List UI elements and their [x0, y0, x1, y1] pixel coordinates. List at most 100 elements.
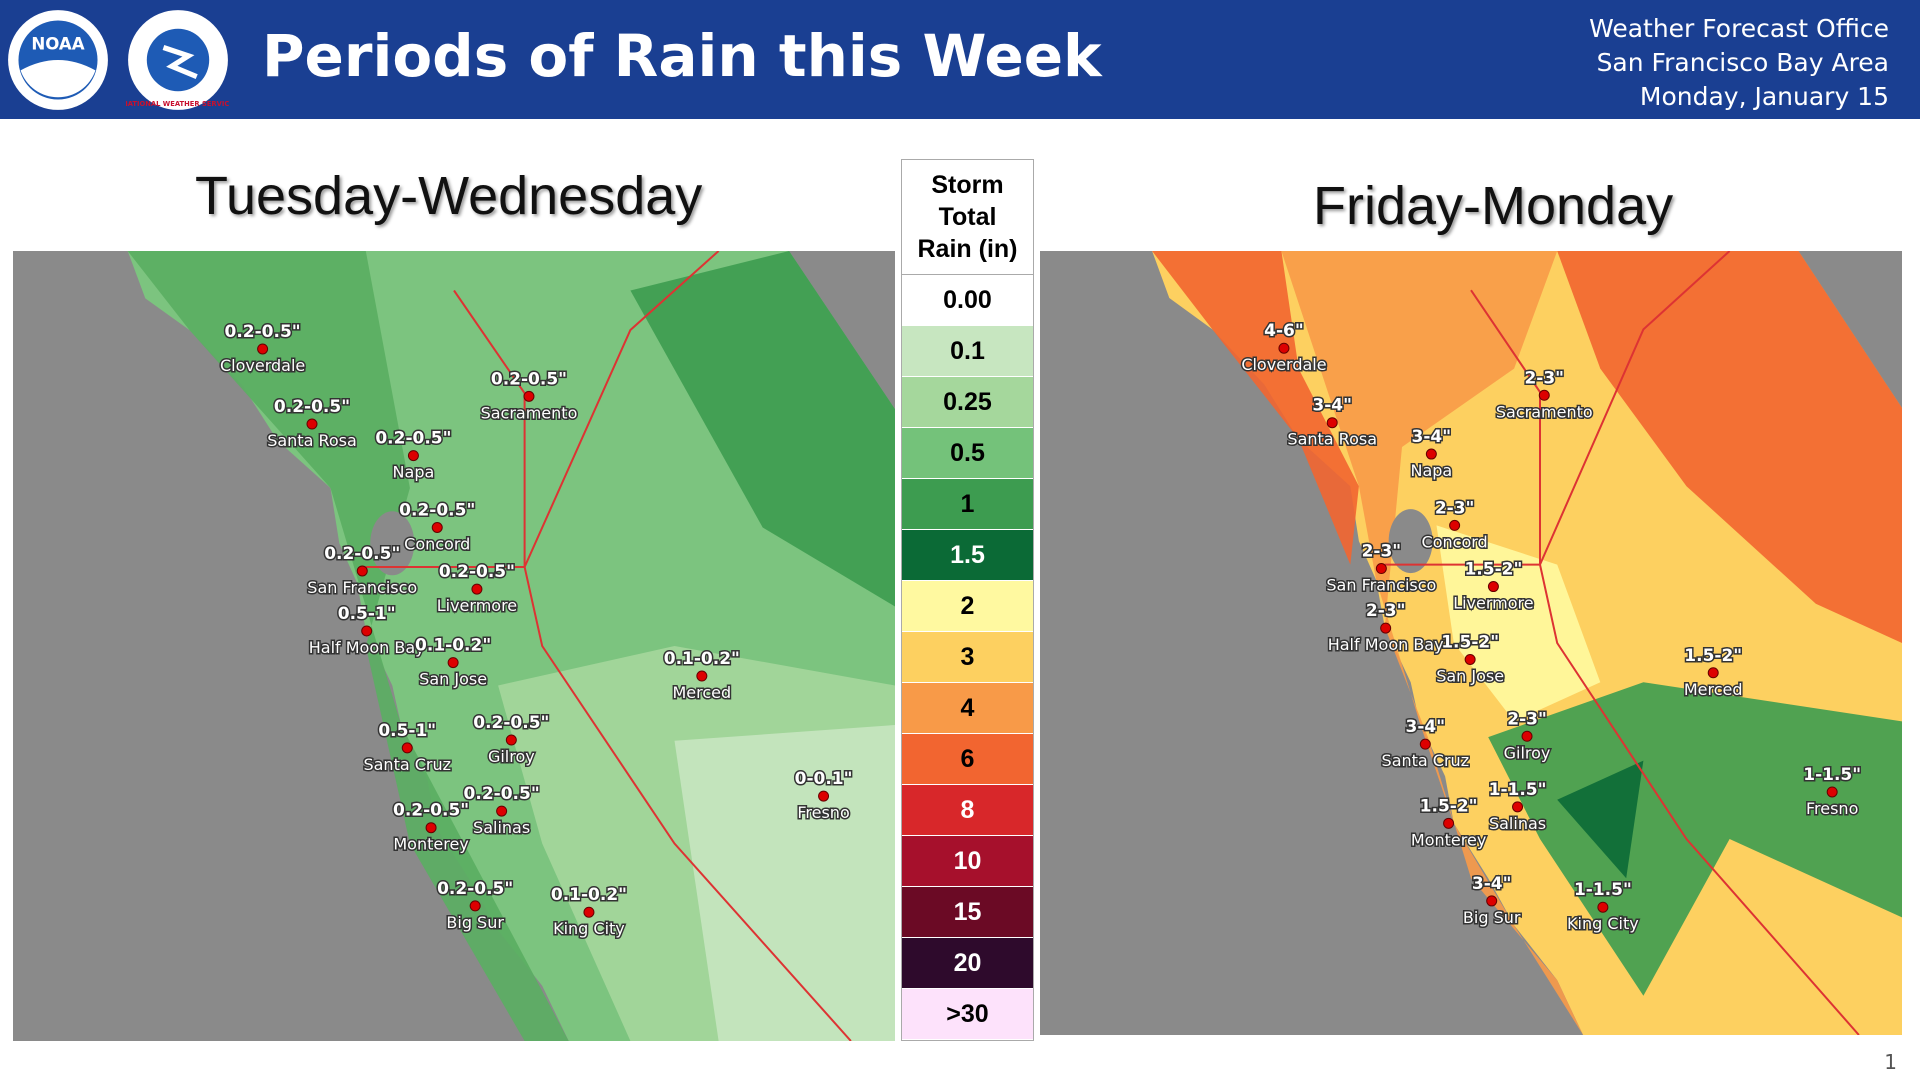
city-dot: [447, 657, 459, 669]
office-line: Monday, January 15: [1639, 82, 1889, 111]
city-name: Monterey: [393, 835, 468, 854]
city-name: Cloverdale: [1241, 355, 1326, 374]
city-dot: [1707, 667, 1719, 679]
rain-amount: 3-4": [1412, 427, 1452, 447]
city-name: Cloverdale: [220, 356, 305, 375]
city-name: Big Sur: [1463, 908, 1521, 927]
city-name: Sacramento: [1496, 402, 1593, 421]
city-name: King City: [1567, 914, 1639, 933]
rain-amount: 0.2-0.5": [399, 501, 475, 521]
rain-zone: [1488, 682, 1902, 996]
nevada: [789, 251, 895, 409]
map-title: Friday-Monday: [1313, 176, 1674, 236]
city-dot: [431, 522, 443, 533]
city-name: San Francisco: [307, 578, 417, 597]
legend-title-line: Total: [938, 203, 997, 231]
city-dot: [407, 450, 419, 462]
legend-entry: 0.1: [902, 326, 1033, 377]
rain-amount: 4-6": [1264, 321, 1304, 341]
city-name: Salinas: [473, 818, 530, 837]
city-dot: [471, 583, 483, 595]
legend-entry: 0.5: [902, 428, 1033, 479]
rain-amount: 0.2-0.5": [375, 429, 451, 449]
rain-amount: 0.2-0.5": [439, 562, 515, 582]
rain-amount: 0-0.1": [795, 769, 853, 789]
rain-amount: 2-3": [1362, 542, 1402, 562]
rain-zone: [1557, 251, 1902, 643]
city-dot: [1512, 801, 1524, 813]
legend-entry: 10: [902, 836, 1033, 887]
city-name: King City: [553, 919, 625, 938]
city-dot: [583, 906, 595, 918]
city-dot: [1449, 519, 1461, 531]
city-name: Half Moon Bay: [1328, 635, 1444, 654]
rain-amount: 0.2-0.5": [473, 713, 549, 733]
nws-logo: NATIONAL WEATHER SERVICE: [126, 10, 230, 110]
header: NOAA NATIONAL WEATHER SERVICE Periods of…: [0, 0, 1920, 119]
rain-amount: 0.2-0.5": [274, 397, 350, 417]
city-name: Half Moon Bay: [309, 638, 425, 657]
rain-zone: [1152, 251, 1359, 565]
city-dot: [1443, 817, 1455, 829]
rain-zone: [1557, 760, 1644, 879]
logo-text: NOAA: [31, 35, 84, 54]
legend-entry: 20: [902, 938, 1033, 989]
city-dot: [1486, 895, 1498, 907]
nevada: [1798, 251, 1902, 408]
city-name: San Jose: [419, 670, 487, 689]
city-dot: [306, 418, 318, 430]
highway: [453, 289, 852, 1041]
city-name: Sacramento: [481, 403, 578, 422]
city-name: San Jose: [1436, 666, 1504, 685]
highway: [365, 251, 720, 568]
logo-text: NATIONAL WEATHER SERVICE: [126, 100, 230, 108]
rain-amount: 1-1.5": [1803, 765, 1861, 785]
rain-zone: [127, 251, 569, 1041]
city-name: Livermore: [1453, 594, 1533, 613]
map-title: Tuesday-Wednesday: [195, 166, 703, 226]
city-name: Fresno: [797, 803, 849, 822]
city-name: Concord: [1422, 532, 1488, 551]
rain-amount: 0.5-1": [338, 604, 396, 624]
city-dot: [257, 343, 269, 355]
city-dot: [1521, 730, 1533, 742]
rain-amount: 2-3": [1524, 368, 1564, 388]
city-dot: [1278, 342, 1290, 354]
rain-zone: [630, 251, 895, 607]
legend-entry: 15: [902, 887, 1033, 938]
rain-zone: [674, 725, 895, 1041]
legend-title-line: Storm: [931, 171, 1004, 199]
city-dot: [1419, 738, 1431, 750]
rain-zone: [1436, 525, 1601, 722]
highway: [1384, 251, 1731, 566]
legend-entry: 1.5: [902, 530, 1033, 581]
bay: [370, 511, 415, 576]
city-name: Livermore: [437, 596, 517, 615]
city-name: Salinas: [1489, 814, 1546, 833]
city-dot: [1538, 389, 1550, 401]
rain-amount: 0.2-0.5": [491, 369, 567, 389]
city-name: Santa Cruz: [1382, 751, 1470, 770]
city-name: Santa Rosa: [1287, 430, 1377, 449]
legend-entry: 0.25: [902, 377, 1033, 428]
city-dot: [1487, 581, 1499, 593]
legend-title-line: Rain (in): [917, 235, 1018, 263]
city-name: Santa Cruz: [363, 755, 451, 774]
legend-entry: 2: [902, 581, 1033, 632]
city-name: Napa: [393, 463, 435, 482]
city-dot: [469, 900, 481, 912]
legend-entry: 3: [902, 632, 1033, 683]
legend-entry: 8: [902, 785, 1033, 836]
legend-title: Storm Total Rain (in): [902, 160, 1033, 275]
rain-amount: 0.2-0.5": [225, 322, 301, 342]
city-dot: [1597, 901, 1609, 913]
noaa-logo: NOAA: [8, 10, 108, 110]
city-name: Fresno: [1806, 799, 1858, 818]
rain-amount: 0.1-0.2": [415, 636, 491, 656]
office-line: Weather Forecast Office: [1589, 14, 1889, 43]
rain-amount: 1-1.5": [1489, 780, 1547, 800]
city-dot: [1826, 786, 1838, 798]
rain-amount: 2-3": [1507, 709, 1547, 729]
highway: [1470, 289, 1860, 1035]
city-dot: [1380, 622, 1392, 634]
